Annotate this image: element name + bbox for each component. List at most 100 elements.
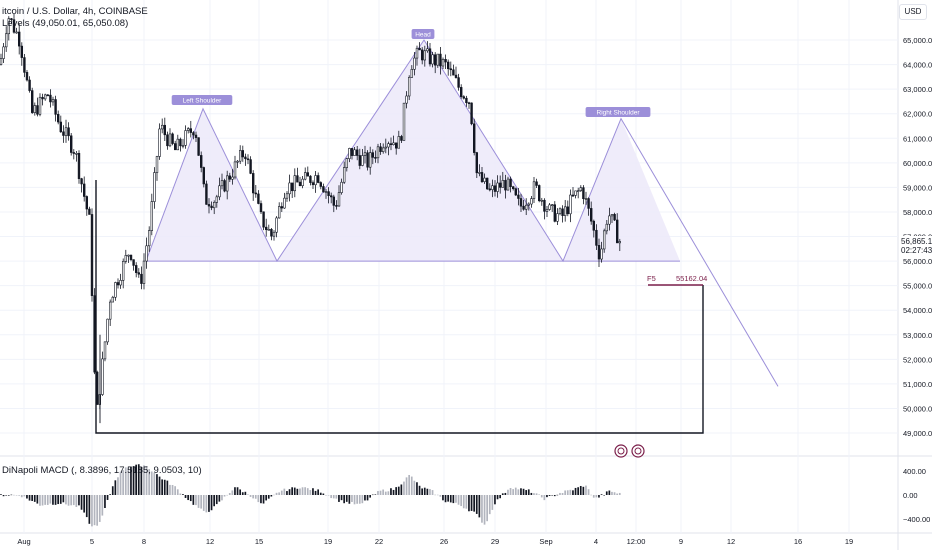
event-icon[interactable] (631, 444, 645, 458)
candle-down (475, 152, 478, 174)
macd-bar (546, 495, 548, 498)
macd-bar (577, 487, 579, 495)
candle-down (462, 96, 465, 99)
candle-down (83, 183, 86, 197)
macd-bar (457, 495, 460, 505)
pattern-line[interactable] (145, 39, 779, 387)
macd-bar (145, 466, 148, 495)
macd-bar (585, 485, 587, 495)
right-shoulder-label-bg[interactable] (585, 107, 651, 117)
macd-bar (436, 494, 439, 496)
macd-bar (106, 495, 109, 500)
macd-bar (319, 492, 322, 495)
candle-down (205, 183, 208, 205)
macd-bar (384, 491, 387, 495)
macd-bar (70, 495, 72, 506)
macd-bar (499, 495, 501, 499)
macd-bar (535, 493, 538, 495)
candle-down (200, 155, 203, 168)
macd-bar (228, 493, 231, 495)
time-axis[interactable]: Aug 5 8 12 15 19 22 26 29 Sep 4 12:00 9 12 16 19 (17, 537, 853, 546)
macd-bar (210, 495, 213, 511)
candle-down (428, 48, 432, 65)
candle-up (239, 150, 242, 162)
macd-bar (169, 484, 171, 495)
macd-bar (18, 495, 20, 496)
macd-bar (286, 491, 288, 495)
candle-down (589, 208, 593, 222)
candle-up (15, 31, 18, 34)
event-icon-inner (617, 447, 625, 455)
macd-bar (613, 492, 616, 495)
macd-bar (36, 495, 39, 504)
macd-bar (109, 494, 111, 495)
candle-up (303, 172, 307, 180)
candle-down (493, 185, 497, 192)
candle-up (43, 94, 47, 100)
candle-down (350, 148, 354, 156)
pattern-labels[interactable]: F5 55162.04 Left Shoulder Head Right Shoulde… (171, 29, 708, 458)
left-shoulder-label-bg[interactable] (171, 95, 233, 105)
macd-bar (226, 494, 228, 496)
macd-bar (13, 494, 15, 496)
macd-bar (202, 495, 205, 511)
macd-bar (166, 480, 169, 495)
candle-down (171, 133, 174, 144)
macd-bar (351, 495, 353, 502)
time-tick-label: 8 (142, 537, 146, 546)
macd-bar (572, 490, 574, 495)
candle-up (558, 208, 562, 214)
time-tick-label: 15 (255, 537, 263, 546)
candle-down (366, 152, 369, 168)
head-label-bg[interactable] (411, 29, 435, 39)
candle-up (2, 46, 5, 59)
candle-up (392, 142, 395, 145)
macd-bar (556, 494, 559, 496)
macd-bar (483, 495, 486, 525)
price-tick-label: 58,000.00 (903, 208, 932, 217)
target-box[interactable] (95, 180, 704, 434)
macd-bar (135, 464, 137, 495)
candle-down (433, 54, 437, 66)
macd-bar (288, 489, 291, 495)
candle-down (418, 47, 421, 51)
candle-up (176, 138, 179, 151)
macd-bar (481, 495, 483, 523)
macd-bar (62, 495, 65, 503)
macd-bar (182, 494, 184, 495)
macd-bar (520, 488, 522, 495)
candle-down (571, 194, 575, 197)
candle-up (415, 47, 419, 59)
macd-bar (153, 472, 156, 495)
candle-down (316, 175, 320, 183)
macd-bar (195, 495, 197, 506)
macd-bar (452, 495, 455, 504)
candle-down (537, 185, 541, 202)
macd-bar (522, 488, 525, 495)
currency-button[interactable]: USD (899, 4, 927, 20)
price-axis[interactable]: 65,000.00 64,000.00 63,000.00 62,000.00 61,0… (903, 36, 932, 438)
candle-down (90, 214, 94, 296)
macd-bar (93, 495, 96, 526)
right-shoulder-area[interactable] (563, 118, 680, 262)
left-shoulder-area[interactable] (146, 108, 277, 262)
macd-bar (20, 495, 23, 498)
head-area[interactable] (277, 40, 563, 262)
candle-up (483, 177, 486, 182)
last-price: 56,865.17 (901, 237, 932, 246)
macd-bar (119, 471, 122, 495)
head-and-shoulders-pattern[interactable] (95, 39, 779, 434)
candle-down (480, 172, 484, 182)
candle-up (491, 185, 494, 190)
event-icon[interactable] (614, 444, 628, 458)
macd-bar (161, 479, 163, 495)
time-tick-label: Sep (539, 537, 552, 546)
candle-up (569, 194, 572, 215)
candle-down (12, 19, 16, 33)
macd-bar (187, 495, 189, 501)
macd-bar (101, 495, 104, 516)
macd-bar (332, 495, 335, 499)
candle-up (301, 178, 304, 187)
